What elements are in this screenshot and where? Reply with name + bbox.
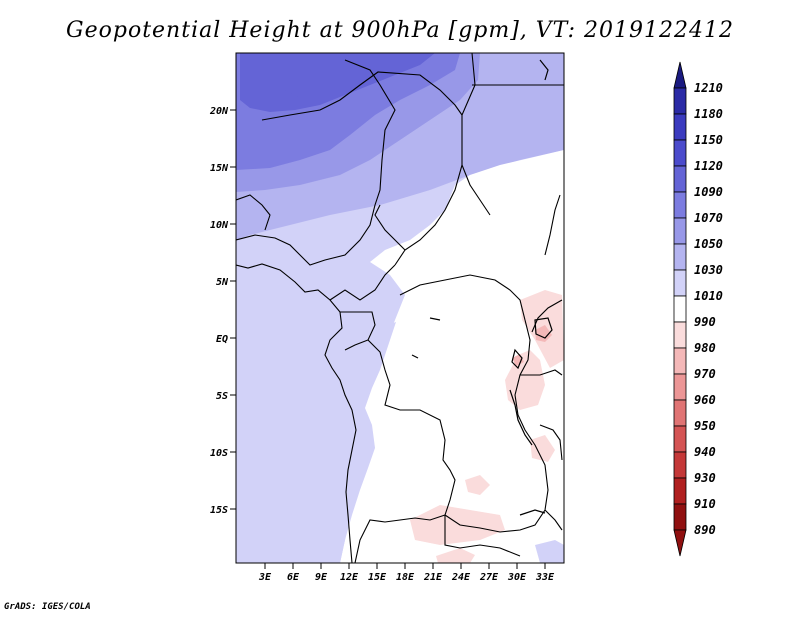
colorbar-label: 940	[694, 445, 716, 459]
colorbar-label: 950	[694, 419, 716, 433]
colorbar-label: 970	[694, 367, 716, 381]
colorbar-label: 890	[694, 523, 716, 537]
lat-label-15s: 15S	[210, 505, 228, 516]
map-frame	[235, 52, 565, 564]
field-1010-se	[535, 540, 564, 563]
colorbar-swatch	[673, 425, 687, 453]
lat-axis	[230, 109, 236, 510]
colorbar-swatch	[673, 87, 687, 115]
colorbar-swatch	[673, 243, 687, 271]
lon-label-30e: 30E	[507, 572, 527, 583]
colorbar-label: 960	[694, 393, 716, 407]
lon-label-33e: 33E	[535, 572, 555, 583]
colorbar-label: 1150	[694, 133, 723, 147]
field-990-interior	[340, 150, 564, 563]
colorbar-label: 1120	[694, 159, 723, 173]
lat-label-10s: 10S	[210, 448, 228, 459]
colorbar-swatch	[673, 373, 687, 401]
credit-label: GrADS: IGES/COLA	[4, 602, 91, 612]
colorbar-label: 1070	[694, 211, 723, 225]
lon-label-3e: 3E	[258, 572, 272, 583]
chart-title: Geopotential Height at 900hPa [gpm], VT:…	[66, 18, 734, 43]
lat-label-20n: 20N	[209, 106, 229, 117]
colorbar-label: 1050	[694, 237, 723, 251]
colorbar-label: 990	[694, 315, 716, 329]
colorbar-swatch	[673, 217, 687, 245]
colorbar-swatch	[673, 269, 687, 297]
colorbar-swatch	[673, 295, 687, 323]
lon-label-24e: 24E	[451, 572, 471, 583]
lat-label-eq: EQ	[216, 334, 228, 345]
colorbar-label: 1210	[694, 81, 723, 95]
colorbar-label: 980	[694, 341, 716, 355]
map-lakes	[411, 59, 553, 516]
lat-label-15n: 15N	[210, 163, 229, 174]
field-1090-blob	[275, 58, 360, 98]
lon-label-18e: 18E	[396, 572, 415, 583]
lon-label-21e: 21E	[423, 572, 443, 583]
colorbar-swatch	[673, 477, 687, 505]
colorbar-swatch	[673, 165, 687, 193]
lat-label-5s: 5S	[216, 391, 228, 402]
colorbar-top-arrow	[673, 61, 687, 89]
lon-axis	[264, 563, 546, 569]
colorbar-label: 1030	[694, 263, 723, 277]
lon-label-9e: 9E	[315, 572, 328, 583]
colorbar-swatch	[673, 451, 687, 479]
colorbar-swatch	[673, 321, 687, 349]
colorbar-label: 1010	[694, 289, 723, 303]
lon-label-12e: 12E	[340, 572, 359, 583]
field-1010-coast	[318, 322, 396, 563]
lon-label-27e: 27E	[479, 572, 499, 583]
colorbar-swatch	[673, 503, 687, 531]
lon-label-6e: 6E	[287, 572, 300, 583]
colorbar-bottom-arrow	[673, 529, 687, 557]
colorbar-swatch	[673, 191, 687, 219]
colorbar-swatch	[673, 347, 687, 375]
colorbar-label: 1090	[694, 185, 723, 199]
colorbar-swatch	[673, 139, 687, 167]
colorbar-swatch	[673, 113, 687, 141]
colorbar-label: 910	[694, 497, 716, 511]
map-borders	[236, 53, 564, 563]
colorbar-label: 930	[694, 471, 716, 485]
colorbar-swatch	[673, 399, 687, 427]
lon-label-15e: 15E	[368, 572, 387, 583]
colorbar: 1210 1180 1150 1120 1090 1070 1050 1030 1010 990 9…	[673, 61, 723, 557]
map-fields	[236, 53, 564, 563]
colorbar-label: 1180	[694, 107, 723, 121]
lat-label-5n: 5N	[216, 277, 229, 288]
lat-label-10n: 10N	[210, 220, 229, 231]
